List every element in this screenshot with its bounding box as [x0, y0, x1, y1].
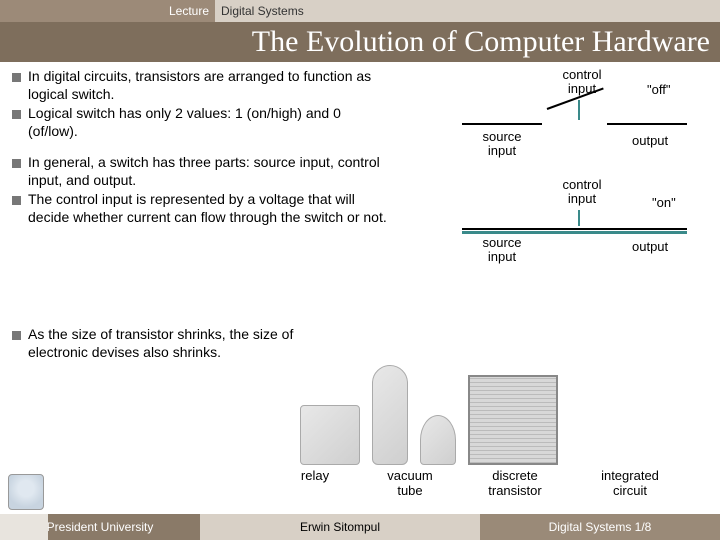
- content-area: In digital circuits, transistors are arr…: [0, 62, 720, 240]
- bullet-text: In digital circuits, transistors are arr…: [12, 68, 392, 103]
- course-name: Digital Systems: [215, 0, 720, 22]
- bullet-group-1: In digital circuits, transistors are arr…: [12, 68, 392, 140]
- bullet-text: The control input is represented by a vo…: [12, 191, 392, 226]
- bullet-group-3: As the size of transistor shrinks, the s…: [12, 326, 307, 363]
- line: [462, 123, 542, 125]
- discrete-transistor-image: [420, 415, 456, 465]
- bullet-text: As the size of transistor shrinks, the s…: [12, 326, 307, 361]
- line: [542, 228, 607, 230]
- caption-relay: relay: [270, 468, 360, 498]
- footer-page: Digital Systems 1/8: [480, 514, 720, 540]
- footer-bar: President University Erwin Sitompul Digi…: [0, 514, 720, 540]
- line: [607, 228, 687, 230]
- university-logo: [8, 474, 44, 510]
- switch-diagram-off: control input "off" source input output: [402, 68, 692, 168]
- line: [462, 228, 542, 230]
- caption-ic: integrated circuit: [570, 468, 690, 498]
- relay-image: [300, 405, 360, 465]
- label-source-input: source input: [472, 130, 532, 159]
- switch-diagram-on: control input "on" source input output: [402, 178, 692, 278]
- top-bar: Lecture Digital Systems: [0, 0, 720, 22]
- bullet-text: In general, a switch has three parts: so…: [12, 154, 392, 189]
- label-off: "off": [647, 83, 670, 97]
- label-on: "on": [652, 196, 676, 210]
- label-output: output: [632, 134, 668, 148]
- lecture-label: Lecture: [0, 0, 215, 22]
- caption-vacuum-tube: vacuum tube: [360, 468, 460, 498]
- line: [578, 100, 580, 120]
- label-control-input: control input: [552, 178, 612, 207]
- footer-author: Erwin Sitompul: [200, 514, 480, 540]
- label-output: output: [632, 240, 668, 254]
- label-control-input: control input: [552, 68, 612, 97]
- line: [607, 123, 687, 125]
- caption-discrete: discrete transistor: [460, 468, 570, 498]
- label-source-input: source input: [472, 236, 532, 265]
- device-images: [300, 355, 710, 465]
- left-column: In digital circuits, transistors are arr…: [12, 68, 392, 240]
- right-column: control input "off" source input output …: [402, 68, 708, 240]
- integrated-circuit-image: [468, 375, 558, 465]
- footer-left-pad: [0, 514, 48, 540]
- slide-title: The Evolution of Computer Hardware: [0, 22, 720, 62]
- line: [462, 231, 687, 234]
- bullet-group-2: In general, a switch has three parts: so…: [12, 154, 392, 226]
- bullet-text: Logical switch has only 2 values: 1 (on/…: [12, 105, 392, 140]
- vacuum-tube-image: [372, 365, 408, 465]
- device-captions: relay vacuum tube discrete transistor in…: [270, 468, 720, 498]
- line: [578, 210, 580, 226]
